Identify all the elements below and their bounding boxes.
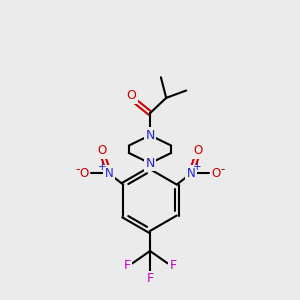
Text: +: + [193, 162, 202, 172]
Text: N: N [187, 167, 196, 180]
Text: +: + [98, 162, 107, 172]
Text: O: O [80, 167, 89, 180]
Text: O: O [126, 89, 136, 102]
Text: O: O [97, 144, 106, 157]
Text: -: - [220, 163, 225, 176]
Text: F: F [146, 272, 154, 285]
Text: O: O [211, 167, 220, 180]
Text: O: O [194, 144, 203, 157]
Text: F: F [124, 259, 130, 272]
Text: N: N [145, 157, 155, 170]
Text: N: N [104, 167, 113, 180]
Text: F: F [169, 259, 176, 272]
Text: -: - [75, 163, 80, 176]
Text: N: N [145, 129, 155, 142]
